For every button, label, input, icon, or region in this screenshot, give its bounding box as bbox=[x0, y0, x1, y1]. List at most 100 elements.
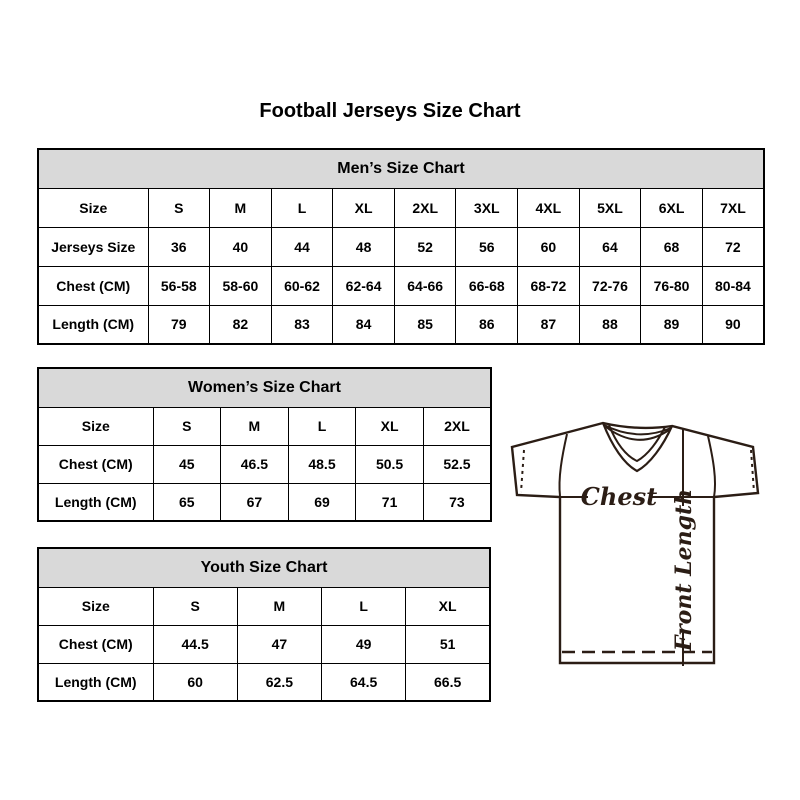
table-cell: 73 bbox=[422, 482, 492, 522]
table-cell: S bbox=[147, 187, 211, 228]
table-title: Men’s Size Chart bbox=[37, 148, 765, 189]
table-cell: XL bbox=[332, 187, 395, 228]
table-cell: 88 bbox=[578, 304, 642, 345]
row-label: Chest (CM) bbox=[37, 265, 149, 306]
table-cell: 44.5 bbox=[152, 624, 238, 664]
table-cell: 5XL bbox=[578, 187, 642, 228]
table-cell: 83 bbox=[270, 304, 334, 345]
table-cell: 2XL bbox=[393, 187, 457, 228]
table-row: Size S M L XL 2XL bbox=[37, 406, 492, 446]
table-cell: 60 bbox=[517, 226, 580, 267]
table-cell: 45 bbox=[152, 444, 222, 484]
table-cell: 87 bbox=[517, 304, 580, 345]
table-title: Youth Size Chart bbox=[37, 547, 491, 588]
table-cell: 52.5 bbox=[422, 444, 492, 484]
table-cell: 68-72 bbox=[517, 265, 580, 306]
table-row: Length (CM) 79 82 83 84 85 86 87 88 89 90 bbox=[37, 304, 765, 345]
table-row: Chest (CM) 44.5 47 49 51 bbox=[37, 624, 491, 664]
table-row: Chest (CM) 45 46.5 48.5 50.5 52.5 bbox=[37, 444, 492, 484]
table-cell: M bbox=[236, 586, 323, 626]
table-cell: 40 bbox=[209, 226, 272, 267]
mens-size-table: Men’s Size Chart Size S M L XL 2XL 3XL 4XL 5XL 6XL… bbox=[37, 148, 765, 345]
table-cell: 48 bbox=[332, 226, 395, 267]
row-label: Size bbox=[37, 187, 149, 228]
right-sleeve-stitch-dashes bbox=[750, 449, 755, 493]
table-title: Women’s Size Chart bbox=[37, 367, 492, 408]
table-cell: M bbox=[220, 406, 289, 446]
table-cell: 48.5 bbox=[287, 444, 357, 484]
jersey-measurement-diagram: Chest Front Length bbox=[510, 421, 760, 666]
table-cell: 68 bbox=[640, 226, 703, 267]
table-cell: 65 bbox=[152, 482, 222, 522]
table-cell: 64.5 bbox=[320, 662, 407, 702]
table-cell: 82 bbox=[209, 304, 272, 345]
table-cell: L bbox=[270, 187, 334, 228]
table-row: Jerseys Size 36 40 44 48 52 56 60 64 68 72 bbox=[37, 226, 765, 267]
table-cell: XL bbox=[355, 406, 424, 446]
womens-size-table: Women’s Size Chart Size S M L XL 2XL Chest (CM)… bbox=[37, 367, 492, 522]
front-length-label: Front Length bbox=[671, 489, 697, 652]
table-cell: 60 bbox=[152, 662, 238, 702]
table-cell: 85 bbox=[393, 304, 457, 345]
table-cell: 46.5 bbox=[220, 444, 289, 484]
row-label: Jerseys Size bbox=[37, 226, 149, 267]
table-cell: 62-64 bbox=[332, 265, 395, 306]
table-row: Size S M L XL 2XL 3XL 4XL 5XL 6XL 7XL bbox=[37, 187, 765, 228]
table-cell: 50.5 bbox=[355, 444, 424, 484]
table-cell: M bbox=[209, 187, 272, 228]
table-cell: 67 bbox=[220, 482, 289, 522]
table-row: Size S M L XL bbox=[37, 586, 491, 626]
table-cell: 4XL bbox=[517, 187, 580, 228]
table-cell: L bbox=[287, 406, 357, 446]
left-sleeve-stitch-dashes bbox=[520, 449, 525, 493]
table-row: Length (CM) 60 62.5 64.5 66.5 bbox=[37, 662, 491, 702]
table-cell: 47 bbox=[236, 624, 323, 664]
row-label: Chest (CM) bbox=[37, 624, 154, 664]
table-cell: 44 bbox=[270, 226, 334, 267]
table-cell: 2XL bbox=[422, 406, 492, 446]
table-row: Length (CM) 65 67 69 71 73 bbox=[37, 482, 492, 522]
youth-size-table: Youth Size Chart Size S M L XL Chest (CM) 44.5 4… bbox=[37, 547, 491, 702]
table-cell: 56 bbox=[455, 226, 519, 267]
row-label: Size bbox=[37, 406, 154, 446]
table-cell: 64 bbox=[578, 226, 642, 267]
table-cell: 80-84 bbox=[701, 265, 765, 306]
table-cell: XL bbox=[405, 586, 491, 626]
v-neck-inner bbox=[608, 424, 666, 463]
table-cell: 62.5 bbox=[236, 662, 323, 702]
table-title-row: Men’s Size Chart bbox=[37, 148, 765, 189]
right-sleeve-seam bbox=[707, 435, 717, 498]
table-cell: 86 bbox=[455, 304, 519, 345]
table-cell: L bbox=[320, 586, 407, 626]
table-cell: 7XL bbox=[701, 187, 765, 228]
table-cell: S bbox=[152, 406, 222, 446]
table-cell: 84 bbox=[332, 304, 395, 345]
table-cell: S bbox=[152, 586, 238, 626]
table-cell: 6XL bbox=[640, 187, 703, 228]
measurement-annotations: Chest Front Length bbox=[560, 428, 714, 666]
table-cell: 51 bbox=[405, 624, 491, 664]
table-cell: 72-76 bbox=[578, 265, 642, 306]
table-cell: 89 bbox=[640, 304, 703, 345]
table-cell: 66.5 bbox=[405, 662, 491, 702]
table-cell: 64-66 bbox=[393, 265, 457, 306]
table-cell: 69 bbox=[287, 482, 357, 522]
row-label: Length (CM) bbox=[37, 482, 154, 522]
table-cell: 36 bbox=[147, 226, 211, 267]
table-title-row: Women’s Size Chart bbox=[37, 367, 492, 408]
table-title-row: Youth Size Chart bbox=[37, 547, 491, 588]
chest-label: Chest bbox=[581, 482, 657, 511]
jersey-outline bbox=[510, 421, 760, 665]
table-cell: 66-68 bbox=[455, 265, 519, 306]
table-cell: 49 bbox=[320, 624, 407, 664]
table-cell: 72 bbox=[701, 226, 765, 267]
row-label: Length (CM) bbox=[37, 662, 154, 702]
row-label: Length (CM) bbox=[37, 304, 149, 345]
table-cell: 76-80 bbox=[640, 265, 703, 306]
page-title: Football Jerseys Size Chart bbox=[259, 100, 521, 122]
table-cell: 52 bbox=[393, 226, 457, 267]
table-cell: 71 bbox=[355, 482, 424, 522]
table-cell: 56-58 bbox=[147, 265, 211, 306]
left-sleeve-seam bbox=[558, 433, 568, 497]
